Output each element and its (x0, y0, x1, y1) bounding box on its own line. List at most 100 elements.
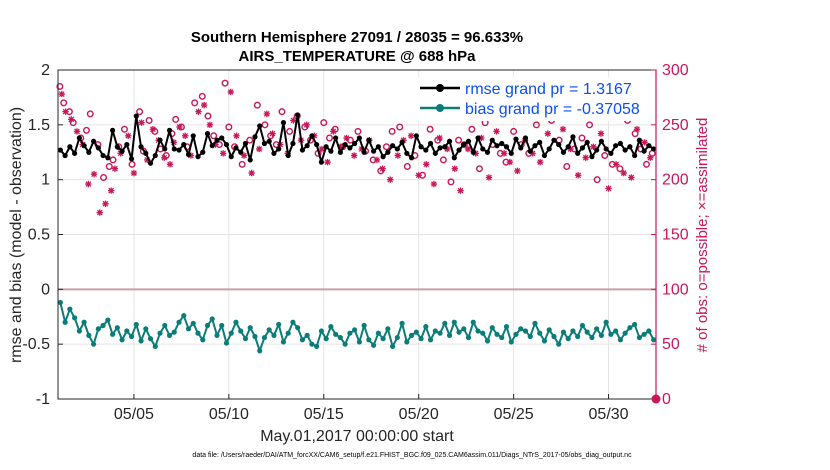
obs-assimilated-point (500, 150, 508, 157)
series-point-bias (560, 329, 567, 335)
series-point-bias (195, 330, 201, 336)
obs-possible-point (221, 79, 229, 87)
series-point-bias (247, 325, 253, 331)
obs-assimilated-point (256, 145, 263, 153)
obs-possible-point (60, 99, 68, 107)
series-point-rmse (570, 134, 576, 140)
y-right-tick-label: 250 (662, 117, 689, 134)
series-point-rmse (100, 152, 106, 159)
obs-assimilated-stroke (131, 170, 137, 176)
series-point-bias (190, 320, 196, 326)
series-point-rmse (480, 146, 486, 152)
legend-rmse-marker (436, 84, 444, 92)
series-point-bias (537, 330, 543, 336)
y-tick-label: -0.5 (22, 336, 50, 353)
obs-assimilated-point (73, 128, 81, 135)
series-point-rmse (67, 144, 73, 150)
obs-possible-point (601, 152, 609, 160)
obs-assimilated-stroke (379, 165, 386, 172)
obs-possible-point (286, 127, 294, 135)
obs-assimilated-stroke (108, 187, 115, 194)
series-point-bias (461, 326, 467, 332)
series-point-rmse (285, 152, 291, 159)
series-point-rmse (133, 113, 139, 119)
y-right-tick-label: 0 (662, 391, 671, 408)
obs-possible-point (210, 132, 218, 140)
series-point-rmse (551, 137, 557, 143)
obs-assimilated-stroke (560, 126, 566, 133)
obs-assimilated-point (514, 167, 521, 175)
series-point-bias (617, 337, 624, 343)
series-point-bias (124, 328, 130, 334)
obs-possible-point (447, 178, 455, 186)
series-point-rmse (651, 146, 657, 152)
series-point-rmse (128, 156, 135, 162)
series-point-bias (176, 319, 182, 325)
series-point-bias (114, 325, 120, 331)
obs-possible-point (198, 92, 206, 100)
obs-assimilated-stroke (161, 154, 168, 161)
obs-possible-point (86, 110, 94, 118)
obs-assimilated-point (85, 180, 92, 188)
series-point-rmse (404, 150, 410, 156)
series-point-bias (109, 331, 116, 337)
obs-possible-point (325, 134, 333, 142)
obs-assimilated-point (102, 200, 109, 207)
obs-possible-point (261, 121, 269, 129)
series-point-bias (399, 320, 405, 326)
obs-assimilated-point (544, 130, 551, 137)
series-point-rmse (223, 141, 230, 148)
y-right-tick-label: 300 (662, 62, 689, 79)
series-point-bias (499, 334, 505, 341)
series-point-bias (152, 343, 158, 349)
series-point-bias (546, 327, 552, 333)
series-point-bias (352, 327, 358, 333)
series-point-bias (575, 333, 581, 340)
series-point-rmse (347, 145, 353, 151)
series-point-rmse (138, 144, 144, 150)
legend-bias-marker (436, 104, 444, 112)
series-point-bias (323, 336, 329, 342)
series-point-bias (389, 343, 396, 349)
x-tick-label: 05/05 (114, 406, 154, 423)
legend-box (415, 77, 655, 121)
obs-possible-point (532, 121, 540, 129)
series-point-rmse (304, 143, 310, 149)
obs-assimilated-point (379, 165, 386, 172)
series-point-rmse (86, 149, 92, 155)
obs-assimilated-point (387, 176, 394, 183)
obs-possible-point (225, 123, 233, 131)
series-point-bias (280, 339, 287, 345)
series-point-bias (138, 338, 144, 344)
y-tick-label: 0.5 (28, 227, 50, 244)
series-point-bias (513, 331, 519, 337)
series-point-bias (333, 331, 339, 337)
obs-assimilated-point (350, 152, 358, 159)
series-point-rmse (323, 144, 329, 150)
series-point-rmse (613, 143, 619, 149)
obs-assimilated-stroke (423, 161, 430, 168)
series-point-rmse (333, 135, 339, 141)
series-point-rmse (617, 140, 624, 147)
obs-assimilated-point (227, 88, 234, 96)
obs-assimilated-stroke (176, 124, 183, 130)
obs-assimilated-stroke (415, 172, 422, 179)
series-point-rmse (233, 145, 239, 151)
obs-assimilated-stroke (634, 126, 640, 133)
obs-assimilated-point (407, 132, 415, 139)
series-point-bias (309, 341, 315, 347)
series-point-bias (413, 329, 419, 335)
obs-assimilated-point (181, 132, 189, 139)
series-point-bias (503, 324, 510, 330)
obs-possible-point (475, 165, 483, 173)
obs-assimilated-stroke (451, 165, 458, 172)
obs-assimilated-point (582, 154, 589, 161)
x-tick-label: 05/25 (494, 406, 534, 423)
series-point-bias (105, 317, 111, 323)
series-point-bias (418, 336, 424, 342)
obs-possible-point (120, 125, 128, 133)
series-point-rmse (579, 145, 586, 151)
series-point-rmse (356, 135, 362, 141)
series-point-rmse (214, 137, 220, 143)
